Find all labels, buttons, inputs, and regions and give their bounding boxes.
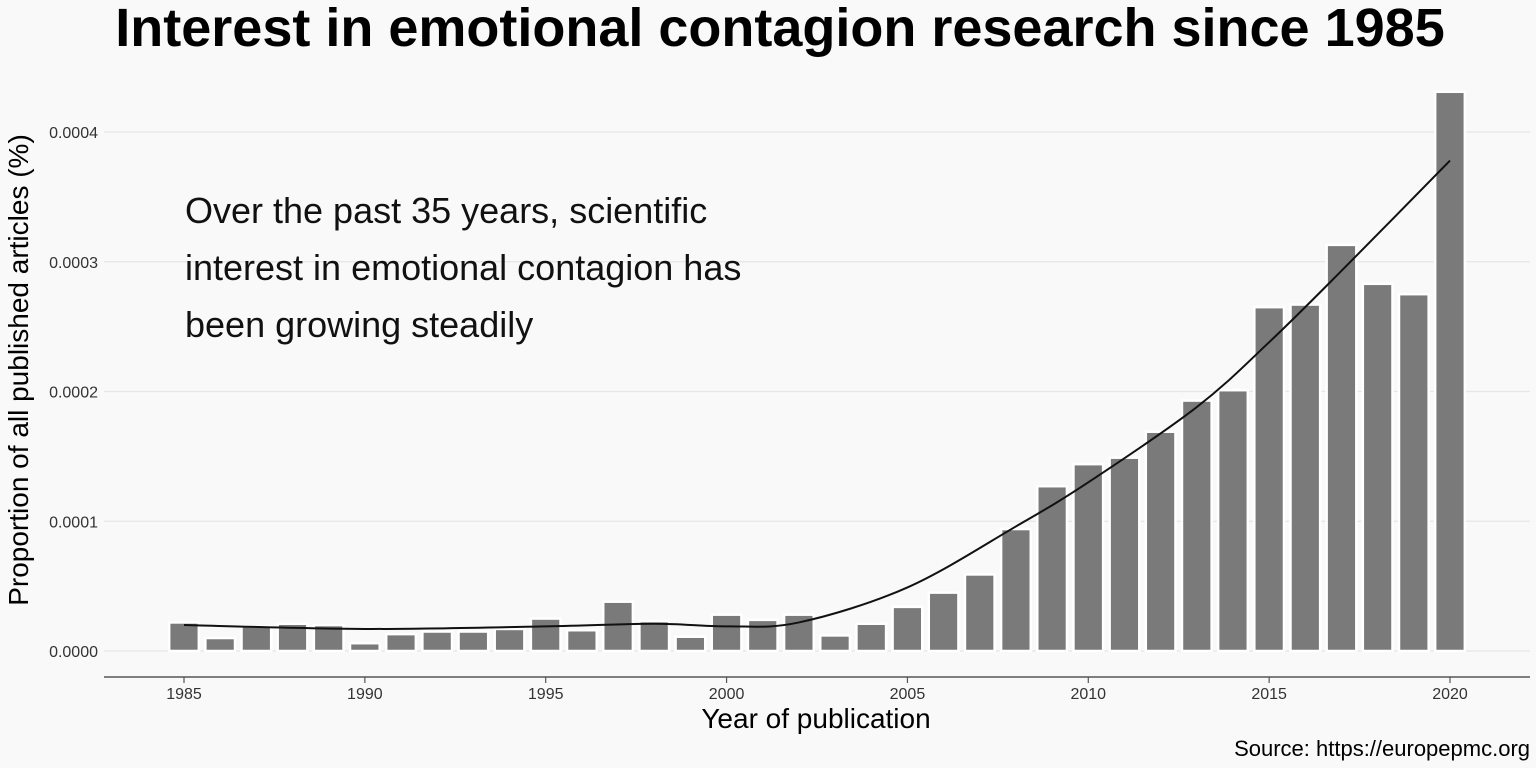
bar-2011 [1108,456,1141,653]
bar-1994 [493,627,526,653]
y-tick-label: 0.0001 [49,514,98,531]
x-axis-title: Year of publication [701,703,930,734]
bar-1997 [601,600,635,653]
bar-2016 [1289,303,1322,653]
bar-1986 [204,636,237,653]
x-tick-label: 1990 [347,686,383,703]
y-tick-label: 0.0002 [49,385,98,402]
y-axis-title: Proportion of all published articles (%) [3,134,34,606]
bar-2005 [891,605,924,653]
bar-2012 [1144,430,1177,653]
bar-2006 [927,591,960,653]
bar-2009 [1036,484,1069,653]
bar-1996 [565,628,598,653]
bar-2003 [819,634,852,653]
bar-2010 [1072,462,1105,653]
bar-2020 [1433,90,1467,653]
annotation-line-3: been growing steadily [185,304,534,345]
bar-1993 [457,630,490,653]
bar-1987 [240,625,273,653]
x-tick-label: 2000 [709,686,745,703]
bar-1985 [167,621,201,653]
y-tick-label: 0.0003 [49,255,98,272]
bar-1998 [638,619,671,653]
bar-1992 [421,630,454,653]
x-tick-label: 2005 [890,686,926,703]
bar-2008 [999,527,1033,653]
bar-2017 [1325,243,1358,653]
bar-2015 [1253,305,1286,653]
annotation-line-2: interest in emotional contagion has [185,247,742,288]
y-tick-label: 0.0000 [49,644,98,661]
bar-2007 [963,573,996,653]
trend-layer [183,159,1451,630]
x-tick-label: 1995 [528,686,564,703]
bar-1990 [348,641,381,653]
bar-2001 [746,618,779,653]
annotation-line-1: Over the past 35 years, scientific [185,190,708,231]
x-tick-label: 2015 [1251,686,1287,703]
annotation-text: Over the past 35 years, scientific inter… [185,182,865,353]
bar-1999 [674,635,707,653]
x-tick-label: 1985 [166,686,202,703]
chart-title: Interest in emotional contagion research… [115,0,1445,58]
bar-2000 [710,613,743,653]
y-tick-label: 0.0004 [49,125,98,142]
trend-line [183,159,1451,630]
bar-2018 [1361,282,1394,653]
axis-layer: 0.0000 0.0001 0.0002 0.0003 0.0004 1985 1990 19… [49,125,1530,703]
x-tick-label: 2020 [1432,686,1468,703]
bar-layer [167,90,1467,653]
bar-2019 [1397,292,1430,653]
bar-2004 [855,622,888,653]
bar-1991 [384,632,418,653]
x-tick-label: 2010 [1070,686,1106,703]
source-caption: Source: https://europepmc.org [1234,736,1530,761]
bar-2014 [1216,388,1250,653]
bar-1995 [529,617,562,653]
bar-2013 [1180,399,1213,653]
